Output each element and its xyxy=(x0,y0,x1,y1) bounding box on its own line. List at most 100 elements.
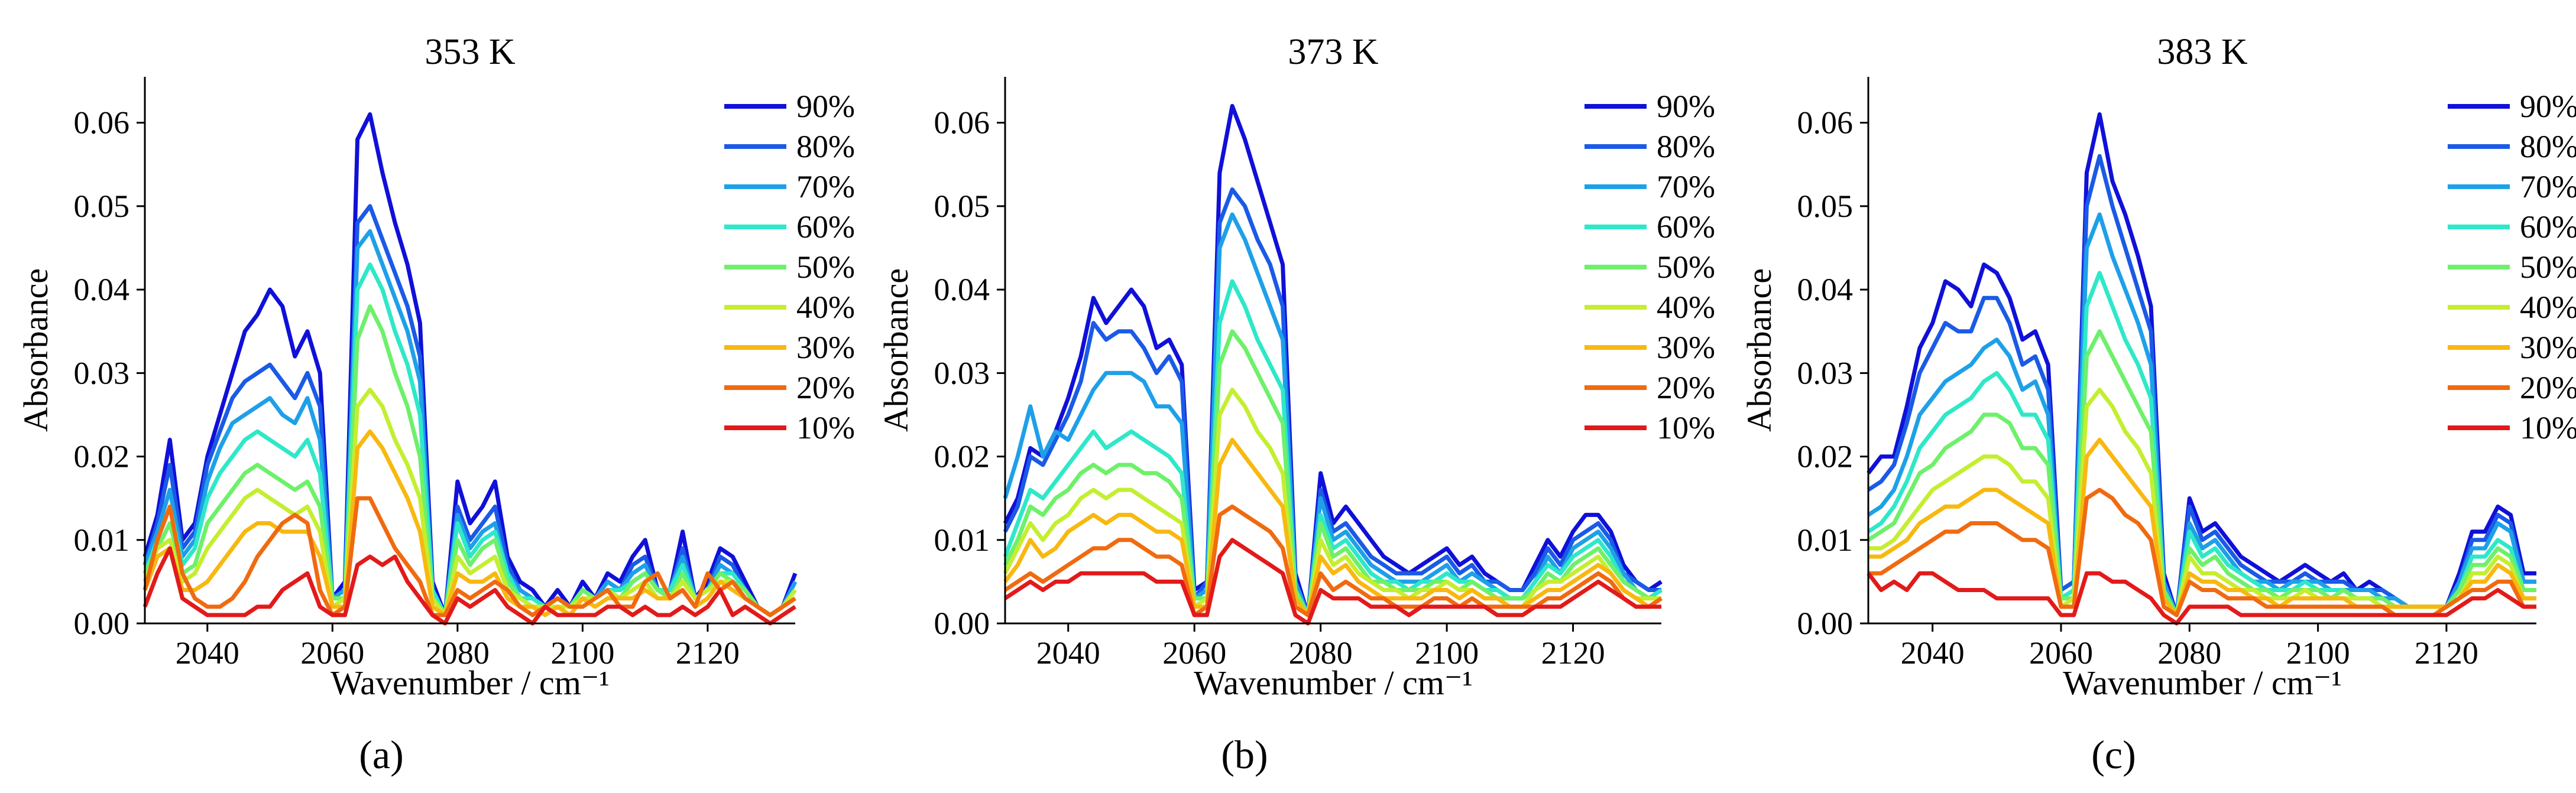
panel-label: (a) xyxy=(359,732,403,777)
legend-label: 10% xyxy=(796,410,855,446)
legend-label: 60% xyxy=(1657,209,1715,245)
legend-label: 20% xyxy=(2520,370,2576,405)
legend-label: 90% xyxy=(1657,89,1715,124)
legend-label: 20% xyxy=(796,370,855,405)
legend-label: 60% xyxy=(796,209,855,245)
legend: 90% 80% 70% 60% 50% 40% 30% 20% 10% xyxy=(1585,89,1715,446)
y-tick-label: 0.02 xyxy=(74,439,130,474)
chart-panel-2: 373 K 0.00 0.01 0.02 0.03 0.04 0.05 0.06 2040 206… xyxy=(877,32,1715,777)
x-tick-label: 2080 xyxy=(2157,635,2221,671)
y-tick-label: 0.04 xyxy=(934,272,990,307)
legend-label: 30% xyxy=(796,330,855,365)
legend-label: 30% xyxy=(2520,330,2576,365)
y-tick-label: 0.00 xyxy=(1797,606,1854,641)
legend-label: 50% xyxy=(796,249,855,285)
series-line-50pct xyxy=(142,304,797,618)
series-group xyxy=(1003,103,1663,626)
y-tick-label: 0.03 xyxy=(1797,355,1854,391)
legend-label: 80% xyxy=(2520,129,2576,164)
series-line-10pct xyxy=(142,546,796,626)
x-tick-label: 2100 xyxy=(550,635,614,671)
legend: 90% 80% 70% 60% 50% 40% 30% 20% 10% xyxy=(724,89,855,446)
series-line-90pct xyxy=(142,112,798,618)
legend-label: 60% xyxy=(2520,209,2576,245)
series-group xyxy=(142,112,798,626)
series-line-20pct xyxy=(1004,504,1663,618)
y-tick-label: 0.05 xyxy=(1797,188,1854,224)
y-tick-label: 0.03 xyxy=(74,355,130,391)
x-tick-label: 2100 xyxy=(2286,635,2350,671)
x-tick-label: 2100 xyxy=(1415,635,1479,671)
panel-label: (b) xyxy=(1221,732,1268,777)
legend-label: 70% xyxy=(796,169,855,204)
legend-label: 40% xyxy=(1657,290,1715,325)
y-tick-label: 0.01 xyxy=(74,522,130,558)
legend: 90% 80% 70% 60% 50% 40% 30% 20% 10% xyxy=(2448,89,2576,446)
legend-label: 90% xyxy=(796,89,855,124)
legend-label: 90% xyxy=(2520,89,2576,124)
series-line-10pct xyxy=(1867,571,2536,626)
series-line-20pct xyxy=(142,496,796,618)
series-line-40pct xyxy=(1003,388,1661,618)
x-tick-label: 2080 xyxy=(426,635,490,671)
y-tick-label: 0.06 xyxy=(74,105,130,141)
x-axis-label: Wavenumber / cm⁻¹ xyxy=(2063,664,2342,702)
x-tick-label: 2080 xyxy=(1289,635,1353,671)
x-tick-label: 2060 xyxy=(1162,635,1226,671)
y-tick-label: 0.03 xyxy=(934,355,990,391)
x-tick-label: 2040 xyxy=(1036,635,1100,671)
y-tick-label: 0.05 xyxy=(74,188,130,224)
series-line-80pct xyxy=(1003,187,1661,618)
y-tick-label: 0.05 xyxy=(934,188,990,224)
y-tick-label: 0.02 xyxy=(1797,439,1854,474)
y-tick-label: 0.02 xyxy=(934,439,990,474)
legend-label: 10% xyxy=(1657,410,1715,446)
legend-label: 40% xyxy=(796,290,855,325)
x-tick-label: 2040 xyxy=(1901,635,1965,671)
series-line-10pct xyxy=(1004,538,1661,626)
y-tick-label: 0.06 xyxy=(1797,105,1854,141)
y-axis-label: Absorbance xyxy=(17,268,55,432)
x-tick-label: 2060 xyxy=(2029,635,2093,671)
y-tick-label: 0.04 xyxy=(1797,272,1854,307)
series-line-90pct xyxy=(1003,103,1663,618)
series-group xyxy=(1867,112,2536,626)
series-line-60pct xyxy=(1003,279,1663,618)
y-axis-label: Absorbance xyxy=(877,268,915,432)
y-tick-label: 0.00 xyxy=(934,606,990,641)
legend-label: 80% xyxy=(1657,129,1715,164)
y-axis-label: Absorbance xyxy=(1740,268,1778,432)
x-axis-label: Wavenumber / cm⁻¹ xyxy=(330,664,610,702)
series-line-70pct xyxy=(1003,212,1663,618)
x-tick-label: 2060 xyxy=(300,635,364,671)
legend-label: 50% xyxy=(2520,249,2576,285)
legend-label: 50% xyxy=(1657,249,1715,285)
chart-panel-3: 383 K 0.00 0.01 0.02 0.03 0.04 0.05 0.06 2040 206… xyxy=(1740,32,2576,777)
x-tick-label: 2120 xyxy=(2415,635,2478,671)
legend-label: 40% xyxy=(2520,290,2576,325)
legend-label: 30% xyxy=(1657,330,1715,365)
series-line-30pct xyxy=(1868,437,2536,618)
series-line-60pct xyxy=(142,262,797,618)
legend-label: 10% xyxy=(2520,410,2576,446)
x-tick-label: 2040 xyxy=(176,635,239,671)
series-line-50pct xyxy=(1003,329,1661,618)
legend-label: 20% xyxy=(1657,370,1715,405)
y-tick-label: 0.06 xyxy=(934,105,990,141)
y-tick-label: 0.01 xyxy=(1797,522,1854,558)
x-tick-label: 2120 xyxy=(1541,635,1605,671)
legend-label: 80% xyxy=(796,129,855,164)
legend-label: 70% xyxy=(1657,169,1715,204)
y-tick-label: 0.01 xyxy=(934,522,990,558)
chart-title: 373 K xyxy=(1288,32,1379,72)
chart-title: 353 K xyxy=(425,32,516,72)
chart-title: 383 K xyxy=(2157,32,2248,72)
y-tick-label: 0.00 xyxy=(74,606,130,641)
x-axis-label: Wavenumber / cm⁻¹ xyxy=(1194,664,1473,702)
panel-label: (c) xyxy=(2091,732,2136,777)
y-tick-label: 0.04 xyxy=(74,272,130,307)
series-line-40pct xyxy=(142,388,797,618)
series-line-30pct xyxy=(1003,437,1663,618)
chart-panel-1: 353 K 0.00 0.01 0.02 0.03 0.04 0.05 0.06 2040 206… xyxy=(17,32,855,777)
